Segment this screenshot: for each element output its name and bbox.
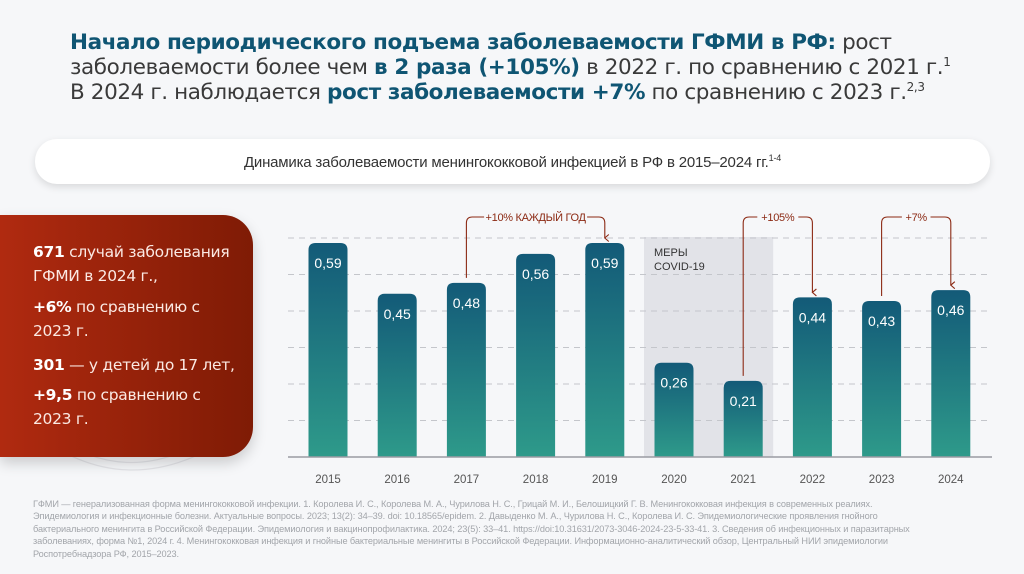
x-tick-label: 2020 bbox=[661, 474, 687, 486]
page-title: Начало периодического подъема заболеваем… bbox=[70, 30, 970, 105]
chart-title: Динамика заболеваемости менингококковой … bbox=[244, 153, 781, 171]
footnote-ref: 2,3 bbox=[906, 80, 925, 94]
bar-value-label: 0,59 bbox=[591, 255, 618, 271]
annotation-label: +10% КАЖДЫЙ ГОД bbox=[486, 211, 587, 224]
stat-text: 2023 г. bbox=[33, 322, 89, 340]
chart-title-text: Динамика заболеваемости менингококковой … bbox=[243, 153, 769, 171]
title-text-3b: по сравнению с 2023 г. bbox=[645, 80, 908, 105]
stat-text: 2023 г. bbox=[33, 410, 89, 428]
stat-text: случай заболевания bbox=[64, 243, 230, 261]
summary-stat-cases: 671 случай заболевания ГФМИ в 2024 г., bbox=[33, 240, 230, 288]
annotation-arrow bbox=[798, 216, 817, 297]
bar-value-label: 0,56 bbox=[522, 266, 549, 282]
stat-value: +6% bbox=[33, 298, 72, 316]
summary-stat-growth: +6% по сравнению с 2023 г. bbox=[33, 295, 200, 343]
footnote-line: бактериального менингита в Российской Фе… bbox=[33, 523, 910, 534]
x-tick-label: 2022 bbox=[800, 474, 826, 486]
bar-2016 bbox=[377, 293, 417, 457]
bar-value-label: 0,21 bbox=[730, 393, 757, 409]
bar-value-label: 0,43 bbox=[868, 313, 895, 329]
annotation-bracket bbox=[742, 216, 758, 376]
title-highlight-2: в 2 раза (+105%) bbox=[374, 55, 580, 80]
summary-panel: 671 случай заболевания ГФМИ в 2024 г., +6… bbox=[0, 215, 253, 457]
x-tick-label: 2015 bbox=[315, 474, 341, 486]
bar-2022 bbox=[792, 297, 832, 457]
stat-text: ГФМИ в 2024 г., bbox=[33, 267, 158, 285]
title-text-2a: заболеваемости более чем bbox=[70, 55, 375, 80]
bar-value-label: 0,44 bbox=[799, 309, 826, 325]
bar-2020 bbox=[654, 362, 694, 457]
summary-stat-children-growth: +9,5 по сравнению с 2023 г. bbox=[33, 383, 201, 431]
stat-text: — у детей до 17 лет, bbox=[64, 356, 235, 374]
annotation-arrow bbox=[930, 216, 956, 290]
annotation-label: +7% bbox=[905, 212, 927, 224]
footnote-line: заболеваниях, форма №1, 2024 г. 4. Менин… bbox=[33, 536, 888, 547]
footnote-line: Роспотребнадзора РФ, 2015–2023. bbox=[33, 548, 179, 559]
annotation-label: +105% bbox=[761, 212, 795, 224]
footnote-ref: 1-4 bbox=[768, 152, 782, 163]
x-tick-label: 2017 bbox=[454, 474, 480, 486]
bar-value-label: 0,26 bbox=[660, 375, 687, 391]
x-tick-label: 2019 bbox=[592, 474, 618, 486]
x-tick-label: 2016 bbox=[384, 474, 410, 486]
x-tick-label: 2024 bbox=[938, 474, 964, 486]
footnote-ref: 1 bbox=[943, 55, 951, 69]
title-line-3: В 2024 г. наблюдается рост заболеваемост… bbox=[70, 80, 970, 105]
stat-text: по сравнению с bbox=[71, 298, 200, 316]
bar-2018 bbox=[516, 253, 556, 457]
bar-2024 bbox=[931, 290, 971, 457]
x-tick-label: 2021 bbox=[730, 474, 756, 486]
title-line-2: заболеваемости более чем в 2 раза (+105%… bbox=[70, 55, 970, 80]
bar-value-label: 0,46 bbox=[937, 302, 964, 318]
x-tick-label: 2018 bbox=[523, 474, 549, 486]
references-footnote: ГФМИ — генерализованная форма менингокок… bbox=[33, 498, 993, 560]
bar-2023 bbox=[862, 301, 902, 457]
bar-2015 bbox=[308, 243, 348, 457]
summary-stat-children: 301 — у детей до 17 лет, bbox=[33, 353, 235, 377]
stat-value: 301 bbox=[33, 356, 65, 374]
bar-2017 bbox=[446, 282, 486, 457]
bar-value-label: 0,59 bbox=[314, 255, 341, 271]
bar-2021 bbox=[723, 380, 763, 457]
bar-2019 bbox=[585, 243, 625, 457]
annotation-bracket bbox=[881, 216, 902, 297]
title-highlight-1: Начало периодического подъема заболеваем… bbox=[70, 30, 836, 55]
stat-value: +9,5 bbox=[33, 386, 73, 404]
footnote-line: Эпидемиология и инфекционные болезни. Ак… bbox=[33, 511, 878, 522]
annotation-arrow bbox=[587, 216, 610, 242]
annotation-bracket bbox=[465, 216, 485, 278]
stat-value: 671 bbox=[33, 243, 65, 261]
covid-label: COVID-19 bbox=[654, 261, 705, 273]
x-tick-label: 2023 bbox=[869, 474, 895, 486]
footnote-line: ГФМИ — генерализованная форма менингокок… bbox=[33, 499, 873, 509]
title-line-1: Начало периодического подъема заболеваем… bbox=[70, 30, 970, 55]
title-highlight-3: рост заболеваемости +7% bbox=[327, 80, 646, 105]
title-text-2b: в 2022 г. по сравнению с 2021 г. bbox=[579, 55, 944, 80]
title-text-1: рост bbox=[835, 30, 892, 55]
chart-title-banner: Динамика заболеваемости менингококковой … bbox=[35, 139, 990, 184]
bar-value-label: 0,45 bbox=[384, 306, 411, 322]
bar-value-label: 0,48 bbox=[453, 295, 480, 311]
covid-label: МЕРЫ bbox=[654, 247, 688, 259]
title-text-3a: В 2024 г. наблюдается bbox=[70, 80, 328, 105]
stat-text: по сравнению с bbox=[72, 386, 201, 404]
